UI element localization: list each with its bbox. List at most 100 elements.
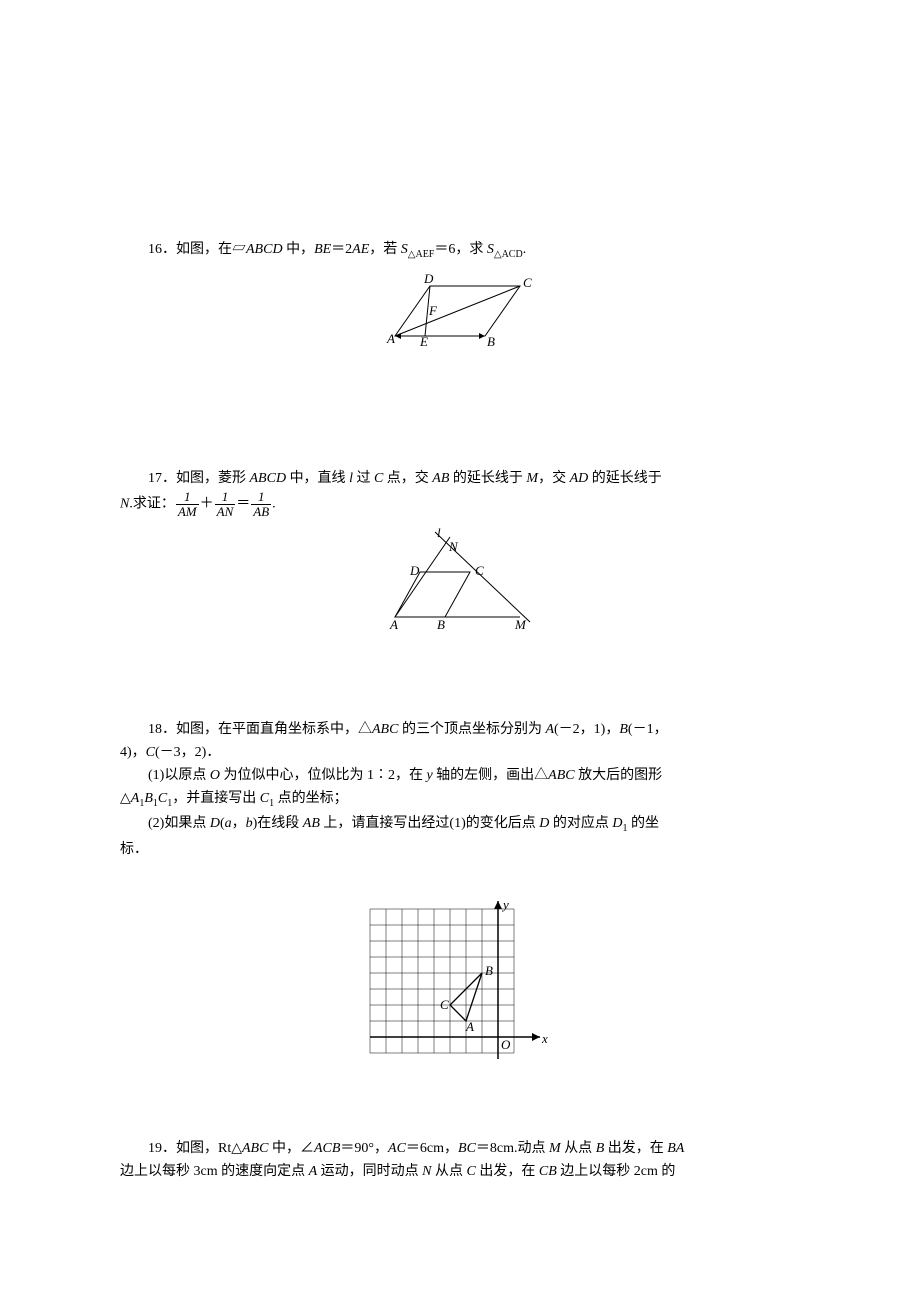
t: S	[487, 242, 494, 257]
t: 19．如图，Rt△	[148, 1141, 242, 1156]
t: 中，	[283, 242, 315, 257]
lbl-A: A	[465, 1019, 474, 1034]
t: ＝8cm.动点	[476, 1141, 549, 1156]
t: N	[422, 1164, 431, 1179]
t: ＝90°，	[340, 1141, 388, 1156]
t: .	[272, 497, 276, 512]
lbl-C: C	[523, 275, 532, 290]
t: AC	[388, 1141, 406, 1156]
t: S	[401, 242, 408, 257]
q16-figure: A B C D E F	[120, 271, 800, 357]
den: AB	[251, 505, 271, 519]
t: △ACD	[494, 249, 523, 260]
t: 为位似中心，位似比为 1∶2，在	[220, 768, 427, 783]
t: A	[545, 722, 554, 737]
t: ，若	[369, 242, 401, 257]
t: B	[144, 791, 153, 806]
t: ＝	[236, 497, 250, 512]
l2: 4)，C(－3，2)．	[120, 741, 800, 764]
line1: 17．如图，菱形 ABCD 中，直线 l 过 C 点，交 AB 的延长线于 M，…	[120, 467, 662, 490]
t: 的三个顶点坐标分别为	[398, 722, 545, 737]
t: 中，直线	[286, 471, 349, 486]
num: 1	[251, 490, 271, 505]
l5: (2)如果点 D(a，b)在线段 AB 上，请直接写出经过(1)的变化后点 D …	[120, 812, 800, 837]
t: (－2，1)，	[554, 722, 619, 737]
num: 1	[215, 490, 236, 505]
t: 4)，	[120, 745, 146, 760]
t: BE	[314, 242, 331, 257]
t: △	[120, 791, 131, 806]
l6: 标．	[120, 838, 800, 861]
t: )在线段	[253, 816, 303, 831]
t: 过	[353, 471, 374, 486]
t: 中，∠	[268, 1141, 314, 1156]
t: 标．	[120, 842, 148, 857]
question-18: 18．如图，在平面直角坐标系中，△ABC 的三个顶点坐标分别为 A(－2，1)，…	[120, 718, 800, 1077]
t: 运动，同时动点	[317, 1164, 422, 1179]
lbl-B: B	[487, 334, 495, 349]
t: C	[158, 791, 167, 806]
t: D	[612, 816, 622, 831]
t: (2)如果点	[148, 816, 210, 831]
q19-l2: 边上以每秒 3cm 的速度向定点 A 运动，同时动点 N 从点 C 出发，在 C…	[120, 1160, 800, 1183]
t: .	[523, 242, 527, 257]
t: AD	[570, 471, 589, 486]
t: 的延长线于	[449, 471, 526, 486]
t: O	[210, 768, 220, 783]
lbl-D: D	[423, 271, 434, 286]
t: ABC	[548, 768, 574, 783]
t: 18．如图，在平面直角坐标系中，△	[148, 722, 372, 737]
lbl-y: y	[501, 899, 509, 912]
t: BC	[458, 1141, 476, 1156]
lbl-B: B	[485, 963, 493, 978]
t: ABCD	[246, 242, 283, 257]
lbl-l: l	[437, 527, 441, 540]
t: (－3，2)．	[155, 745, 220, 760]
t: 17．如图，菱形	[148, 471, 250, 486]
t: C	[374, 471, 383, 486]
t: ，	[232, 816, 246, 831]
question-16: 16．如图，在▱ABCD 中，BE＝2AE，若 S△AEF＝6，求 S△ACD.…	[120, 238, 800, 357]
t: (1)以原点	[148, 768, 210, 783]
frac: 1AM	[176, 490, 199, 518]
num: 1	[176, 490, 199, 505]
t: (－1，	[628, 722, 668, 737]
lbl-x: x	[541, 1031, 548, 1046]
t: ABC	[372, 722, 398, 737]
q16-text: 16．如图，在▱ABCD 中，BE＝2AE，若 S△AEF＝6，求 S△ACD.	[120, 238, 800, 263]
t: C	[467, 1164, 476, 1179]
frac: 1AB	[251, 490, 271, 518]
t: ，交	[538, 471, 570, 486]
den: AN	[215, 505, 236, 519]
t: B	[596, 1141, 605, 1156]
t: ＝6cm，	[406, 1141, 458, 1156]
t: 从点	[432, 1164, 467, 1179]
t: 的延长线于	[588, 471, 662, 486]
t: ABCD	[250, 471, 287, 486]
t: 从点	[561, 1141, 596, 1156]
lbl-E: E	[419, 334, 428, 349]
question-17: 17．如图，菱形 ABCD 中，直线 l 过 C 点，交 AB 的延长线于 M，…	[120, 467, 800, 639]
t: .求证：	[129, 497, 175, 512]
q18-figure: A B C O x y	[120, 899, 800, 1077]
t: ＝2	[331, 242, 352, 257]
t: △AEF	[408, 249, 435, 260]
lbl-A: A	[389, 617, 398, 632]
lbl-C: C	[475, 563, 484, 578]
t: D	[539, 816, 549, 831]
t: N	[120, 497, 129, 512]
question-19: 19．如图，Rt△ABC 中，∠ACB＝90°，AC＝6cm，BC＝8cm.动点…	[120, 1137, 800, 1183]
l4: △A1B1C1，并直接写出 C1 点的坐标；	[120, 787, 800, 812]
t: 的坐	[627, 816, 659, 831]
t: ABC	[242, 1141, 268, 1156]
t: D	[210, 816, 220, 831]
t: 上，请直接写出经过(1)的变化后点	[320, 816, 539, 831]
t: 16．如图，在▱	[148, 242, 246, 257]
t: 的对应点	[549, 816, 612, 831]
lbl-B: B	[437, 617, 445, 632]
t: 出发，在	[476, 1164, 539, 1179]
t: 边上以每秒 2cm 的	[557, 1164, 676, 1179]
t: 点，交	[383, 471, 432, 486]
t: CB	[539, 1164, 557, 1179]
lbl-N: N	[448, 539, 459, 554]
